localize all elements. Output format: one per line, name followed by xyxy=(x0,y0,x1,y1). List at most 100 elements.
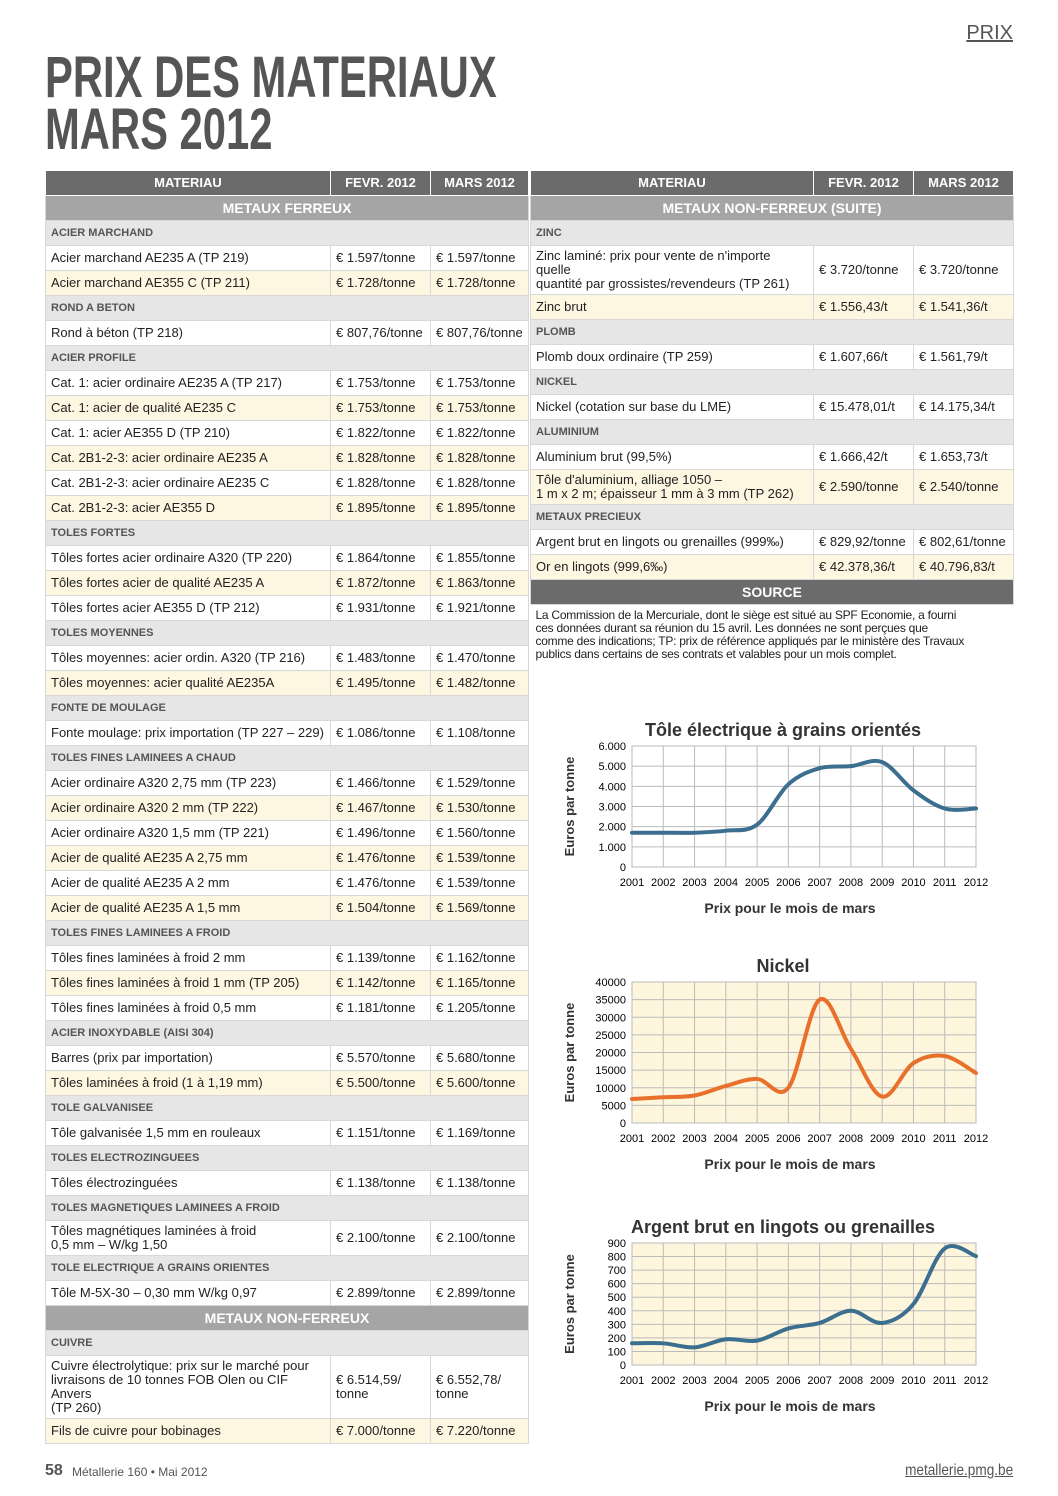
price: € 1.569/tonne xyxy=(430,895,529,921)
row: Plomb doux ordinaire (TP 259) € 1.607,66/… xyxy=(530,344,1014,370)
y-tick-label: 5000 xyxy=(602,1100,626,1112)
price: € 6.552,78/ tonne xyxy=(430,1355,529,1419)
price: € 1.169/tonne xyxy=(430,1120,529,1146)
material: Tôles fortes acier de qualité AE235 A xyxy=(45,570,331,596)
y-tick-label: 4.000 xyxy=(598,781,626,793)
group-row: PLOMB xyxy=(530,319,1014,345)
price: € 1.753/tonne xyxy=(430,395,529,421)
material: Zinc brut xyxy=(530,294,814,320)
header-row: MATERIAU FEVR. 2012 MARS 2012 xyxy=(45,170,529,196)
price: € 1.828/tonne xyxy=(430,470,529,496)
price: € 1.822/tonne xyxy=(430,420,529,446)
section-title: METAUX NON-FERREUX (SUITE) xyxy=(530,195,1014,221)
x-tick-label: 2011 xyxy=(933,1375,957,1387)
row: Zinc brut € 1.556,43/t € 1.541,36/t xyxy=(530,294,1014,320)
material: Fils de cuivre pour bobinages xyxy=(45,1418,331,1444)
group-title: CUIVRE xyxy=(45,1330,529,1356)
x-tick-label: 2002 xyxy=(651,877,675,889)
column-header: MATERIAU xyxy=(530,170,814,196)
material: Cat. 1: acier ordinaire AE235 A (TP 217) xyxy=(45,370,331,396)
price: € 1.653,73/t xyxy=(913,444,1014,470)
group-row: TOLES MOYENNES xyxy=(45,620,529,646)
price: € 5.600/tonne xyxy=(430,1070,529,1096)
price-table: MATERIAU FEVR. 2012 MARS 2012 METAUX FERREU… xyxy=(45,170,529,1444)
title-line: MARS 2012 xyxy=(45,97,273,162)
row: Acier de qualité AE235 A 2,75 mm € 1.476/… xyxy=(45,845,529,871)
column-header: MARS 2012 xyxy=(913,170,1014,196)
group-row: ACIER INOXYDABLE (AISI 304) xyxy=(45,1020,529,1046)
x-tick-label: 2001 xyxy=(620,877,644,889)
row: Fils de cuivre pour bobinages € 7.000/ton… xyxy=(45,1418,529,1444)
row: Or en lingots (999,6‰) € 42.378,36/t € 40.… xyxy=(530,554,1014,580)
x-tick-label: 2007 xyxy=(807,877,831,889)
group-title: TOLES FINES LAMINEES A CHAUD xyxy=(45,745,529,771)
group-row: TOLES FINES LAMINEES A CHAUD xyxy=(45,745,529,771)
x-tick-label: 2008 xyxy=(839,877,863,889)
x-axis-label: Prix pour le mois de mars xyxy=(704,1398,875,1414)
y-tick-label: 10000 xyxy=(595,1083,626,1095)
price: € 15.478,01/t xyxy=(813,394,914,420)
plot-area xyxy=(631,1242,977,1366)
section-title: METAUX FERREUX xyxy=(45,195,529,221)
price: € 1.151/tonne xyxy=(330,1120,431,1146)
price: € 1.205/tonne xyxy=(430,995,529,1021)
x-tick-label: 2001 xyxy=(620,1375,644,1387)
x-tick-label: 2012 xyxy=(964,1133,988,1145)
material: Tôles fines laminées à froid 2 mm xyxy=(45,945,331,971)
material: Cuivre électrolytique: prix sur le march… xyxy=(45,1355,331,1419)
material: Cat. 2B1-2-3: acier ordinaire AE235 C xyxy=(45,470,331,496)
price: € 2.899/tonne xyxy=(430,1280,529,1306)
chart-title: Argent brut en lingots ou grenailles xyxy=(631,1217,935,1237)
price: € 1.539/tonne xyxy=(430,870,529,896)
x-tick-label: 2010 xyxy=(901,1375,925,1387)
row: Acier ordinaire A320 2,75 mm (TP 223) € 1… xyxy=(45,770,529,796)
x-axis-label: Prix pour le mois de mars xyxy=(704,1156,875,1172)
row: Tôles fines laminées à froid 0,5 mm € 1.1… xyxy=(45,995,529,1021)
section-row: METAUX FERREUX xyxy=(45,195,529,221)
x-tick-label: 2005 xyxy=(745,1375,769,1387)
chart: 0 5000 10000 15000 20000 25000 30000 35000 40000… xyxy=(562,956,988,1172)
group-title: TOLE ELECTRIQUE A GRAINS ORIENTES xyxy=(45,1255,529,1281)
row: Fonte moulage: prix importation (TP 227 … xyxy=(45,720,529,746)
price: € 1.504/tonne xyxy=(330,895,431,921)
group-row: ZINC xyxy=(530,220,1014,246)
price: € 1.138/tonne xyxy=(330,1170,431,1196)
y-tick-label: 30000 xyxy=(595,1012,626,1024)
price: € 1.556,43/t xyxy=(813,294,914,320)
chart-title: Tôle électrique à grains orientés xyxy=(645,720,921,740)
material: Tôles fortes acier AE355 D (TP 212) xyxy=(45,595,331,621)
price: € 3.720/tonne xyxy=(813,245,914,295)
x-tick-label: 2007 xyxy=(807,1375,831,1387)
price: € 1.828/tonne xyxy=(330,470,431,496)
price: € 829,92/tonne xyxy=(813,529,914,555)
group-row: ALUMINIUM xyxy=(530,419,1014,445)
x-tick-label: 2010 xyxy=(901,1133,925,1145)
material: Tôles moyennes: acier ordin. A320 (TP 21… xyxy=(45,645,331,671)
row: Zinc laminé: prix pour vente de n'import… xyxy=(530,245,1014,295)
y-tick-label: 35000 xyxy=(595,995,626,1007)
price: € 1.541,36/t xyxy=(913,294,1014,320)
section-row: SOURCE xyxy=(530,579,1014,605)
material: Acier ordinaire A320 2 mm (TP 222) xyxy=(45,795,331,821)
group-title: METAUX PRECIEUX xyxy=(530,504,1014,530)
y-tick-label: 300 xyxy=(608,1319,626,1331)
price: € 1.181/tonne xyxy=(330,995,431,1021)
column-header: FEVR. 2012 xyxy=(330,170,431,196)
price: € 1.483/tonne xyxy=(330,645,431,671)
website-link[interactable]: metallerie.pmg.be xyxy=(904,1462,1013,1479)
price: € 1.476/tonne xyxy=(330,845,431,871)
price: € 1.496/tonne xyxy=(330,820,431,846)
price: € 1.529/tonne xyxy=(430,770,529,796)
x-tick-label: 2009 xyxy=(870,1133,894,1145)
material: Tôles laminées à froid (1 à 1,19 mm) xyxy=(45,1070,331,1096)
price: € 2.100/tonne xyxy=(330,1220,431,1256)
material: Zinc laminé: prix pour vente de n'import… xyxy=(530,245,814,295)
x-tick-label: 2011 xyxy=(933,877,957,889)
source-row: La Commission de la Mercuriale, dont le … xyxy=(531,605,1014,666)
y-tick-label: 800 xyxy=(608,1252,626,1264)
y-tick-label: 2.000 xyxy=(598,822,626,834)
row: Cuivre électrolytique: prix sur le march… xyxy=(45,1355,529,1419)
price: € 1.822/tonne xyxy=(330,420,431,446)
group-title: TOLES MAGNETIQUES LAMINEES A FROID xyxy=(45,1195,529,1221)
